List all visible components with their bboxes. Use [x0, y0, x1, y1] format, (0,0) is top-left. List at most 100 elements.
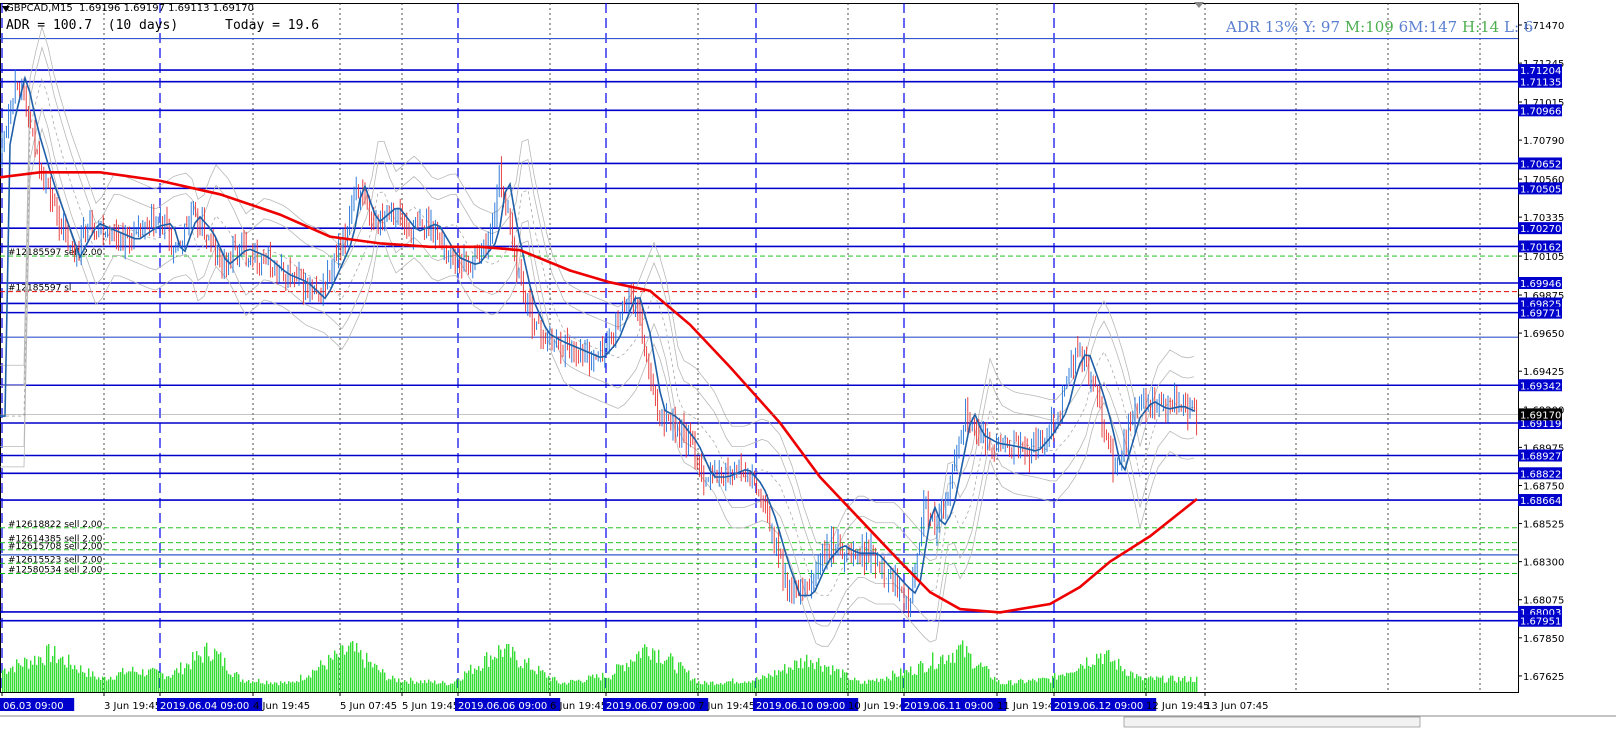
volume-bar: [1156, 676, 1158, 692]
shift-marker-icon[interactable]: [1194, 2, 1204, 8]
volume-bar: [782, 670, 784, 692]
volume-bar: [464, 671, 466, 692]
volume-bar: [598, 677, 600, 692]
volume-bar: [956, 649, 958, 692]
price-level-label: 1.69119: [1520, 419, 1561, 430]
volume-bar: [574, 680, 576, 692]
x-tick-label: 5 Jun 07:45: [340, 701, 397, 712]
volume-bar: [182, 674, 184, 692]
volume-bar: [702, 684, 704, 692]
volume-bar: [292, 681, 294, 692]
volume-bar: [726, 681, 728, 692]
volume-bar: [46, 645, 48, 692]
volume-bar: [964, 657, 966, 692]
volume-bar: [210, 661, 212, 692]
volume-bar: [396, 682, 398, 692]
volume-bar: [248, 679, 250, 692]
volume-bar: [1104, 654, 1106, 692]
volume-bar: [294, 682, 296, 692]
x-tick-label: 2019.06.06 09:00: [458, 701, 547, 712]
adr-h: H:14: [1462, 18, 1500, 36]
x-tick-label-bg: [753, 698, 859, 711]
volume-bar: [772, 676, 774, 692]
volume-bar: [14, 672, 16, 692]
collapse-triangle-icon[interactable]: [2, 6, 10, 12]
volume-bar: [40, 657, 42, 692]
volume-bar: [708, 684, 710, 692]
volume-bar: [876, 678, 878, 692]
volume-bar: [764, 676, 766, 692]
volume-bar: [240, 681, 242, 692]
volume-bar: [818, 658, 820, 692]
volume-bar: [296, 681, 298, 692]
volume-bar: [20, 665, 22, 692]
volume-bar: [266, 680, 268, 692]
volume-bar: [1068, 673, 1070, 692]
volume-bar: [924, 672, 926, 692]
volume-bar: [78, 672, 80, 692]
volume-bar: [168, 676, 170, 692]
volume-bar: [1152, 677, 1154, 692]
volume-bar: [980, 662, 982, 692]
volume-bar: [362, 659, 364, 692]
volume-bar: [742, 682, 744, 692]
volume-bar: [900, 668, 902, 692]
volume-bar: [424, 680, 426, 692]
volume-bar: [394, 678, 396, 692]
volume-bar: [304, 679, 306, 692]
volume-bar: [232, 677, 234, 692]
volume-bar: [834, 671, 836, 692]
volume-bar: [6, 673, 8, 692]
volume-bar: [778, 670, 780, 692]
volume-bar: [976, 665, 978, 692]
volume-bar: [612, 674, 614, 692]
volume-bar: [1146, 678, 1148, 692]
volume-bar: [382, 669, 384, 692]
volume-bar: [148, 669, 150, 692]
volume-bar: [238, 674, 240, 692]
volume-bar: [314, 670, 316, 692]
volume-bar: [586, 679, 588, 692]
volume-bar: [684, 668, 686, 692]
volume-bar: [946, 660, 948, 692]
price-level-label-bg: [1518, 64, 1562, 77]
volume-bar: [1008, 680, 1010, 692]
volume-bar: [272, 684, 274, 692]
volume-bar: [560, 684, 562, 692]
volume-bar: [1120, 665, 1122, 692]
price-level-label: 1.70652: [1520, 159, 1561, 170]
volume-bar: [128, 671, 130, 692]
volume-bar: [1050, 682, 1052, 692]
volume-bar: [86, 676, 88, 692]
volume-bar: [98, 677, 100, 692]
volume-bar: [120, 671, 122, 692]
volume-bar: [1116, 669, 1118, 692]
volume-bar: [1132, 672, 1134, 692]
volume-bar: [68, 654, 70, 692]
volume-bar: [132, 666, 134, 692]
volume-bar: [104, 676, 106, 692]
volume-bar: [480, 670, 482, 692]
volume-bar: [758, 679, 760, 692]
volume-bar: [658, 649, 660, 692]
volume-bar: [656, 662, 658, 692]
volume-bar: [886, 676, 888, 692]
volume-bar: [324, 665, 326, 692]
volume-bar: [620, 665, 622, 692]
order-label: #12614385 sell 2.00: [8, 535, 103, 545]
plot-frame: [0, 3, 1519, 693]
volume-bar: [958, 645, 960, 692]
x-tick-label-bg: [455, 698, 561, 711]
volume-bar: [562, 682, 564, 692]
volume-bar: [36, 665, 38, 692]
volume-bar: [342, 645, 344, 692]
volume-bar: [606, 678, 608, 692]
volume-bar: [624, 671, 626, 692]
volume-bar: [202, 662, 204, 692]
x-tick-label: 13 Jun 07:45: [1205, 701, 1269, 712]
volume-bar: [902, 675, 904, 692]
volume-bar: [76, 669, 78, 692]
price-level-label-bg: [1518, 449, 1562, 462]
volume-bar: [72, 669, 74, 692]
